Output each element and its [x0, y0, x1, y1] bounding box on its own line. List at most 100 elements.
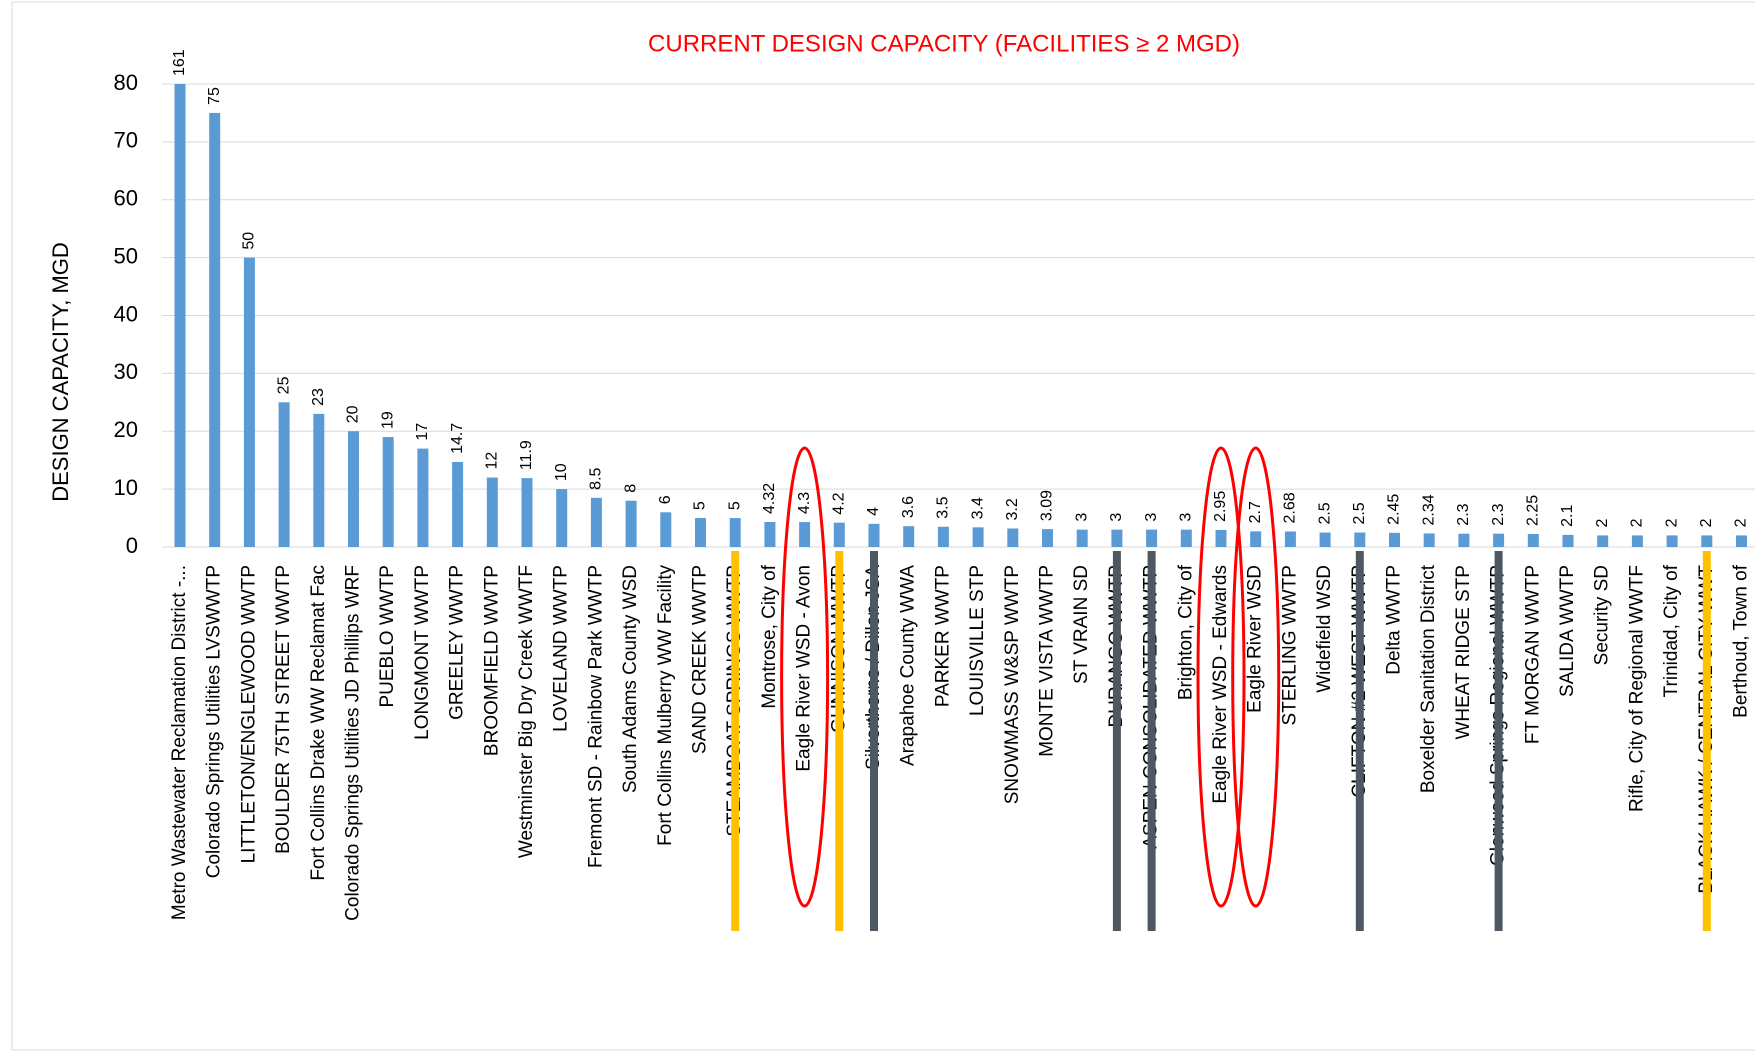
bar: [1215, 529, 1227, 547]
highlight-ellipse: [780, 446, 830, 908]
value-label: 3.4: [969, 497, 986, 519]
bar: [833, 522, 845, 547]
bar: [625, 500, 637, 547]
value-label: 2: [1733, 518, 1750, 527]
value-label: 5: [726, 501, 743, 510]
bar: [972, 527, 984, 547]
x-tick-label: SNOWMASS W&SP WWTP: [1002, 565, 1023, 804]
bar: [1458, 533, 1470, 547]
x-tick-label: Colorado Springs Utilities LVSWWTP: [204, 565, 225, 878]
value-label: 25: [275, 376, 292, 394]
value-label: 2.7: [1247, 501, 1264, 523]
x-tick-label: STERLING WWTP: [1279, 565, 1300, 725]
x-tick-label: Delta WWTP: [1384, 565, 1405, 675]
value-label: 5: [692, 501, 709, 510]
x-tick-label: Berthoud, Town of: [1731, 564, 1752, 718]
bar: [209, 112, 221, 547]
value-label: 3: [1073, 513, 1090, 522]
x-tick-label: SALIDA WWTP: [1557, 565, 1578, 697]
bar: [1736, 535, 1747, 547]
y-axis-label: DESIGN CAPACITY, MGD: [48, 242, 73, 502]
x-tick-label: SAND CREEK WWTP: [690, 565, 711, 754]
value-label: 50: [241, 232, 258, 250]
value-label: 2.3: [1490, 503, 1507, 525]
value-label: 12: [484, 452, 501, 470]
x-tick-label: Metro Wastewater Reclamation District -.…: [169, 565, 190, 920]
value-label: 3: [1143, 513, 1160, 522]
value-label: 3.09: [1039, 490, 1056, 521]
bar: [1493, 533, 1505, 547]
value-label: 4: [865, 507, 882, 516]
value-label: 10: [553, 463, 570, 481]
value-label: 4.2: [831, 492, 848, 514]
bar: [1111, 529, 1123, 547]
bar: [1042, 529, 1053, 547]
value-label: 2: [1698, 518, 1715, 527]
x-tick-label: BROOMFIELD WWTP: [481, 565, 502, 756]
bar: [174, 84, 186, 547]
bar: [903, 526, 915, 547]
bar: [556, 489, 568, 547]
chart-title: CURRENT DESIGN CAPACITY (FACILITIES ≥ 2 …: [648, 30, 1240, 57]
y-tick-label: 20: [114, 417, 138, 442]
x-tick-label: FT MORGAN WWTP: [1522, 565, 1543, 744]
value-label: 2.5: [1351, 502, 1368, 524]
x-tick-label: MONTE VISTA WWTP: [1037, 565, 1058, 757]
bar: [764, 521, 776, 547]
value-label: 3.2: [1004, 498, 1021, 520]
x-tick-label: BOULDER 75TH STREET WWTP: [273, 565, 294, 854]
y-tick-label: 60: [114, 186, 138, 211]
value-label: 2: [1594, 518, 1611, 527]
value-label: 11.9: [518, 440, 535, 470]
frame: [11, 1, 1755, 1051]
y-tick-label: 10: [114, 475, 138, 500]
highlight-ellipse: [1231, 446, 1281, 908]
value-label: 4.32: [761, 483, 778, 514]
x-tick-label: Widefield WSD: [1314, 565, 1335, 693]
x-tick-label: PUEBLO WWTP: [377, 565, 398, 708]
x-tick-label: Fort Collins Mulberry WW Facility: [655, 565, 676, 846]
x-tick-label: Security SD: [1592, 565, 1613, 665]
y-tick-label: 80: [114, 70, 138, 95]
x-tick-label: LOUISVILLE STP: [967, 565, 988, 716]
bar: [1007, 528, 1019, 547]
value-label: 20: [345, 405, 362, 423]
x-tick-label: Boxelder Sanitation District: [1418, 564, 1439, 793]
value-label: 2.45: [1386, 494, 1403, 525]
value-label: 75: [206, 87, 223, 105]
y-tick-label: 70: [114, 128, 138, 153]
x-tick-label: Fort Collins Drake WW Reclamat Fac: [308, 565, 329, 881]
x-tick-label: LONGMONT WWTP: [412, 565, 433, 740]
bar: [695, 518, 706, 547]
bar: [1180, 529, 1192, 547]
value-label: 161: [171, 49, 188, 76]
bar: [1562, 534, 1574, 547]
x-tick-label: Eagle River WSD - Avon: [794, 565, 815, 772]
bar: [729, 518, 741, 547]
y-tick-label: 50: [114, 243, 138, 268]
bar: [486, 477, 498, 547]
value-label: 14.7: [449, 423, 466, 454]
value-label: 2.34: [1420, 494, 1437, 525]
value-label: 19: [379, 411, 396, 429]
highlight-ellipse: [1196, 446, 1246, 908]
bar: [660, 512, 672, 547]
bar: [452, 461, 464, 547]
x-tick-label: Trinidad, City of: [1661, 564, 1682, 697]
bar: [1423, 533, 1435, 547]
value-label: 2.68: [1282, 492, 1299, 523]
value-label: 2: [1663, 518, 1680, 527]
value-label: 2.3: [1455, 503, 1472, 525]
bar: [1250, 531, 1262, 547]
bar: [1527, 533, 1539, 547]
bar: [1631, 535, 1643, 547]
x-tick-label: Rifle, City of Regional WWTF: [1626, 565, 1647, 812]
x-tick-label: LOVELAND WWTP: [551, 565, 572, 732]
bar: [868, 523, 880, 547]
x-tick-label: PARKER WWTP: [932, 565, 953, 707]
bar: [590, 497, 602, 547]
bar: [313, 413, 325, 547]
value-label: 4.3: [796, 492, 813, 514]
bar: [278, 402, 290, 547]
